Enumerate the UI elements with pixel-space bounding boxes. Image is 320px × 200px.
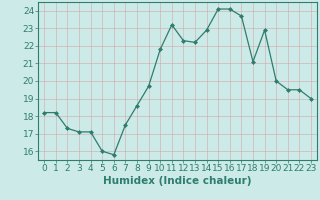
X-axis label: Humidex (Indice chaleur): Humidex (Indice chaleur) <box>103 176 252 186</box>
